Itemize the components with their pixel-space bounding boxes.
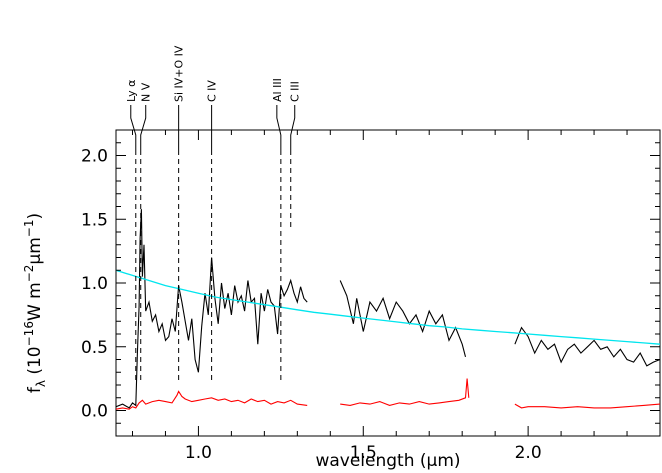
- line-marker-connector: [276, 105, 282, 150]
- y-label-close: ): [25, 213, 45, 220]
- line-marker-connector: [130, 105, 137, 150]
- y-label-mid2: μm: [25, 237, 45, 264]
- line-marker-label: N V: [140, 82, 153, 102]
- y-tick-label: 1.5: [81, 210, 108, 230]
- y-label-f: f: [25, 386, 45, 393]
- y-tick-label: 2.0: [81, 147, 108, 167]
- x-tick-label: 2.0: [515, 443, 542, 463]
- line-marker-label: C III: [289, 81, 302, 102]
- y-label-exp1: −16: [22, 321, 36, 346]
- error-line-segment-3: [514, 403, 660, 409]
- y-axis-label: fλ (10−16W m−2μm−1): [22, 213, 48, 393]
- spectrum-line-segment-3: [514, 326, 660, 367]
- ticks-layer: 1.0 1.5 2.0 0.0 0.5 1.0 1.5 2.0: [81, 129, 661, 463]
- y-label-exp3: −1: [22, 219, 36, 237]
- line-marker-label: Si IV+O IV: [173, 45, 186, 102]
- y-label-mid1: W m: [25, 282, 45, 321]
- error-line-segment-1: [116, 390, 308, 410]
- line-marker-label: Al III: [271, 78, 284, 102]
- y-label-exp2: −2: [22, 265, 36, 283]
- y-tick-label: 0.0: [81, 402, 108, 422]
- line-marker-connector: [140, 105, 147, 150]
- spectrum-line-segment-2: [339, 280, 467, 358]
- x-tick-label: 1.5: [350, 443, 377, 463]
- model-line-segment-1: [116, 269, 660, 345]
- line-marker-label: C IV: [206, 80, 219, 102]
- line-marker-label: Ly α: [125, 80, 138, 102]
- line-marker-connector: [290, 105, 296, 150]
- series-layer: [116, 209, 660, 410]
- error-line-segment-2: [340, 378, 470, 406]
- y-label-sub: λ: [34, 380, 48, 387]
- plot-frame: [115, 129, 661, 437]
- x-tick-label: 1.0: [185, 443, 212, 463]
- y-tick-label: 0.5: [81, 338, 108, 358]
- x-axis-label: wavelength (μm): [315, 451, 460, 471]
- y-label-open: (10: [25, 346, 45, 380]
- y-tick-label: 1.0: [81, 274, 108, 294]
